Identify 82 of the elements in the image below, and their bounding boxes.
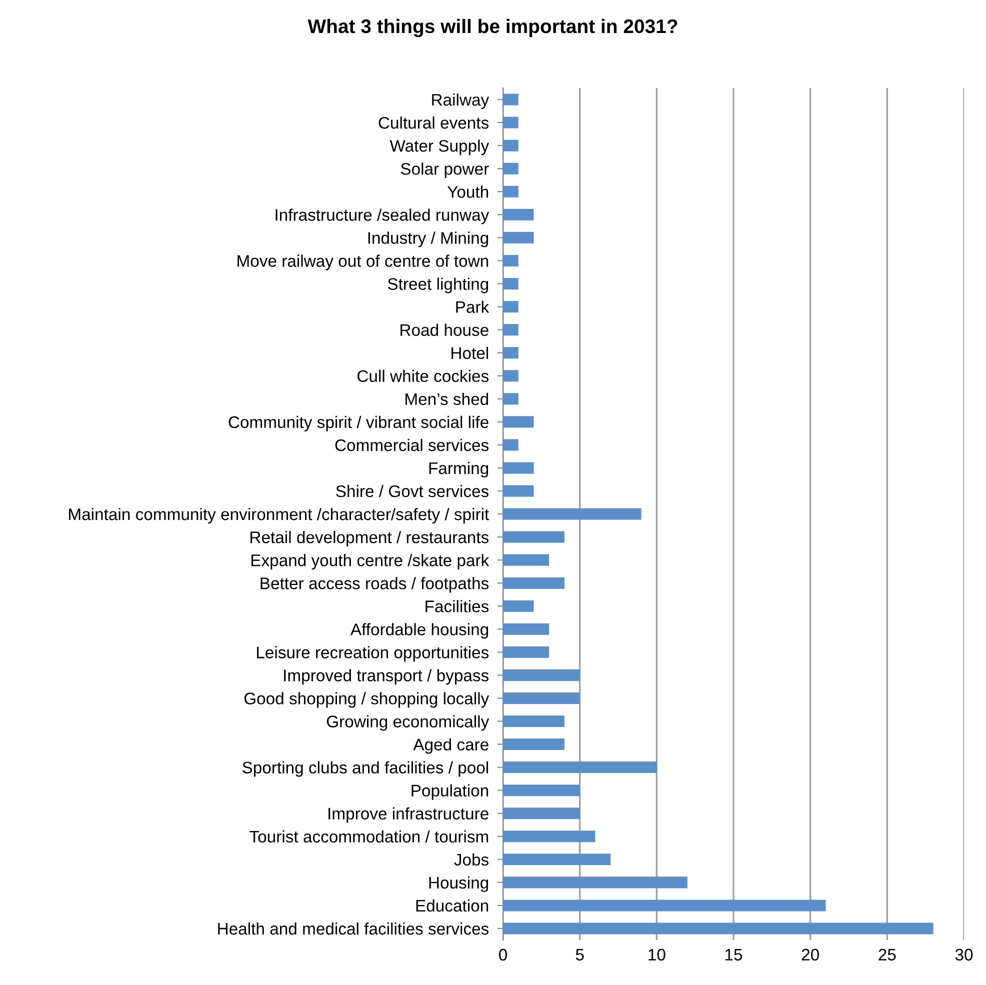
bar <box>503 94 518 106</box>
bar <box>503 116 518 128</box>
bar <box>503 738 564 750</box>
y-tick-label: Park <box>456 300 490 313</box>
y-tick-label: Good shopping / shopping locally <box>244 692 490 708</box>
bar <box>503 140 518 152</box>
y-tick-label: Housing <box>429 876 488 892</box>
bar <box>503 232 534 244</box>
y-tick-label: Education <box>416 899 488 912</box>
y-tick-label: Community spirit / vibrant social life <box>228 416 488 432</box>
x-tick-label: 20 <box>802 948 819 961</box>
y-tick-label: Improve infrastructure <box>328 807 488 823</box>
bar <box>503 600 534 612</box>
y-tick-label: Jobs <box>454 853 489 866</box>
y-tick-label: Youth <box>447 186 488 198</box>
y-tick-label: Infrastructure /sealed runway <box>276 208 490 224</box>
y-tick-label: Hotel <box>452 346 488 360</box>
bar <box>503 162 518 174</box>
bar <box>503 485 534 497</box>
bar <box>503 416 534 428</box>
y-tick-label: Growing economically <box>326 715 490 731</box>
bar <box>503 324 518 336</box>
y-tick-label: Street lighting <box>388 278 488 294</box>
bar <box>503 531 564 543</box>
y-tick-label: Affordable housing <box>350 623 488 639</box>
y-tick-label: Shire / Govt services <box>336 484 489 498</box>
y-tick-label: Population <box>412 784 488 800</box>
y-tick-label: Better access roads / footpaths <box>260 577 489 593</box>
bar <box>503 508 642 520</box>
y-tick-label: Industry / Mining <box>368 232 488 248</box>
x-tick-label: 25 <box>878 948 896 961</box>
bar <box>503 692 580 704</box>
bar <box>503 186 518 198</box>
y-tick-label: Aged care <box>413 738 488 754</box>
bar <box>503 393 518 405</box>
bar <box>503 623 550 635</box>
y-tick-label: Maintain community environment /character/safety / spirit <box>69 508 490 524</box>
bar <box>503 808 580 820</box>
y-tick-label: Improved transport / bypass <box>284 669 489 685</box>
y-tick-label: Cull white cockies <box>358 370 489 382</box>
x-tick-label: 15 <box>726 948 742 961</box>
y-tick-label: Expand youth centre /skate park <box>251 554 490 570</box>
y-tick-label: Cultural events <box>378 116 489 129</box>
y-tick-label: Move railway out of centre of town <box>238 254 488 270</box>
y-tick-label: Health and medical facilities services <box>218 922 489 935</box>
bar <box>503 646 550 658</box>
bar <box>503 922 934 934</box>
bar <box>503 370 518 382</box>
bar <box>503 208 534 220</box>
bar <box>503 577 564 589</box>
y-tick-label: Railway <box>432 93 490 110</box>
bar <box>503 876 688 888</box>
y-tick-label: Men’s shed <box>406 392 488 406</box>
x-tick-label: 5 <box>576 948 584 961</box>
bar <box>503 900 826 912</box>
y-tick-label: Commercial services <box>335 438 489 452</box>
bar <box>503 854 611 866</box>
x-tick-label: 30 <box>955 948 973 961</box>
bar <box>503 762 657 774</box>
bar <box>503 669 580 681</box>
bar <box>503 830 596 842</box>
y-tick-label: Sporting clubs and facilities / pool <box>242 761 488 777</box>
y-tick-label: Retail development / restaurants <box>250 530 489 547</box>
chart-title: What 3 things will be important in 2031? <box>308 18 678 38</box>
x-tick-label: 0 <box>499 948 507 961</box>
bar <box>503 439 518 451</box>
bar <box>503 347 518 359</box>
bar <box>503 301 518 313</box>
y-tick-label: Tourist accommodation / tourism <box>250 830 488 843</box>
bar <box>503 554 550 566</box>
y-tick-label: Solar power <box>400 162 489 178</box>
bar <box>503 784 580 796</box>
y-tick-label: Farming <box>429 462 488 478</box>
y-tick-label: Leisure recreation opportunities <box>257 646 489 662</box>
x-tick-label: 10 <box>648 948 666 961</box>
y-tick-label: Water Supply <box>390 140 490 156</box>
y-tick-label: Road house <box>400 324 488 336</box>
y-tick-label: Facilities <box>426 600 489 612</box>
bar <box>503 278 518 290</box>
bar <box>503 715 564 727</box>
bar <box>503 254 518 266</box>
bar <box>503 462 534 474</box>
